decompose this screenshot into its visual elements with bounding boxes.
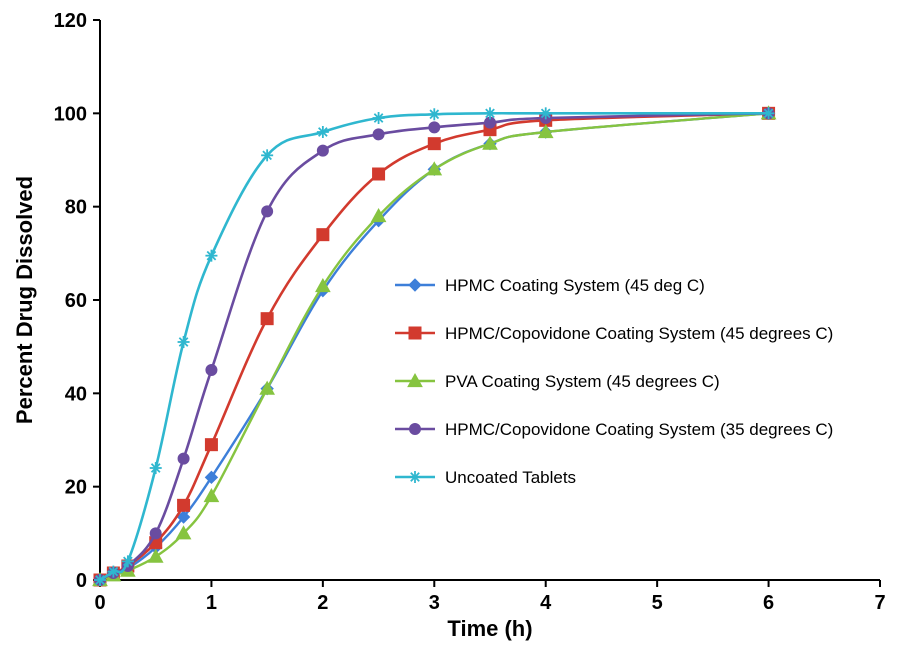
chart-svg: 0 20 40 60 80 100 120 0 1 2 3 4 5 6 7 Percent Drug Diss…: [0, 0, 900, 652]
y-tick-label: 20: [65, 477, 87, 499]
x-tick-label: 2: [317, 592, 328, 614]
x-tick-label: 6: [763, 592, 774, 614]
x-tick-label: 1: [206, 592, 217, 614]
legend-label: HPMC/Copovidone Coating System (45 degre…: [445, 324, 833, 343]
y-tick-label: 40: [65, 383, 87, 405]
y-tick-label: 120: [54, 10, 87, 32]
y-tick-label: 100: [54, 103, 87, 125]
y-tick-label: 60: [65, 290, 87, 312]
y-tick-label: 80: [65, 197, 87, 219]
legend-label: HPMC/Copovidone Coating System (35 degre…: [445, 420, 833, 439]
legend-label: Uncoated Tablets: [445, 468, 576, 487]
dissolution-chart: 0 20 40 60 80 100 120 0 1 2 3 4 5 6 7 Percent Drug Diss…: [0, 0, 900, 652]
legend-label: HPMC Coating System (45 deg C): [445, 276, 705, 295]
x-tick-label: 7: [874, 592, 885, 614]
legend-label: PVA Coating System (45 degrees C): [445, 372, 720, 391]
x-axis-label: Time (h): [447, 616, 532, 641]
y-tick-label: 0: [76, 570, 87, 592]
x-tick-label: 4: [540, 592, 552, 614]
x-tick-label: 0: [94, 592, 105, 614]
y-axis-label: Percent Drug Dissolved: [12, 176, 37, 424]
x-tick-label: 5: [652, 592, 663, 614]
x-tick-label: 3: [429, 592, 440, 614]
